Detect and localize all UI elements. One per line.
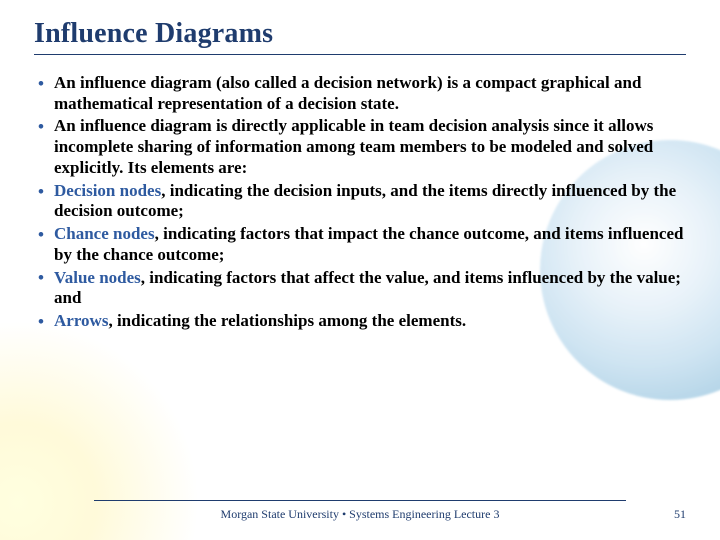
bullet-dot-icon: •	[38, 225, 44, 246]
bullet-dot-icon: •	[38, 182, 44, 203]
bullet-text: An influence diagram (also called a deci…	[54, 73, 641, 113]
bullet-dot-icon: •	[38, 268, 44, 289]
bullet-text: , indicating factors that affect the val…	[54, 268, 681, 308]
bullet-lead: Decision nodes	[54, 181, 161, 200]
page-number: 51	[646, 507, 686, 522]
bullet-text: An influence diagram is directly applica…	[54, 116, 653, 176]
slide-container: Influence Diagrams • An influence diagra…	[0, 0, 720, 540]
bullet-item: • Arrows, indicating the relationships a…	[38, 311, 686, 332]
bullet-text: , indicating the relationships among the…	[108, 311, 466, 330]
bullet-item: • Decision nodes, indicating the decisio…	[38, 181, 686, 222]
bullet-dot-icon: •	[38, 312, 44, 333]
title-underline	[34, 54, 686, 55]
bullet-list: • An influence diagram (also called a de…	[34, 73, 686, 332]
bullet-item: • An influence diagram (also called a de…	[38, 73, 686, 114]
footer-rule	[94, 500, 626, 501]
slide-footer: Morgan State University • Systems Engine…	[34, 500, 686, 522]
footer-line: Morgan State University • Systems Engine…	[34, 507, 686, 522]
slide-title: Influence Diagrams	[34, 18, 686, 50]
footer-text: Morgan State University • Systems Engine…	[74, 507, 646, 522]
bullet-item: • An influence diagram is directly appli…	[38, 116, 686, 178]
bullet-lead: Chance nodes	[54, 224, 155, 243]
bullet-dot-icon: •	[38, 74, 44, 95]
bullet-dot-icon: •	[38, 117, 44, 138]
bullet-lead: Arrows	[54, 311, 108, 330]
bullet-item: • Value nodes, indicating factors that a…	[38, 268, 686, 309]
bullet-lead: Value nodes	[54, 268, 141, 287]
bullet-item: • Chance nodes, indicating factors that …	[38, 224, 686, 265]
